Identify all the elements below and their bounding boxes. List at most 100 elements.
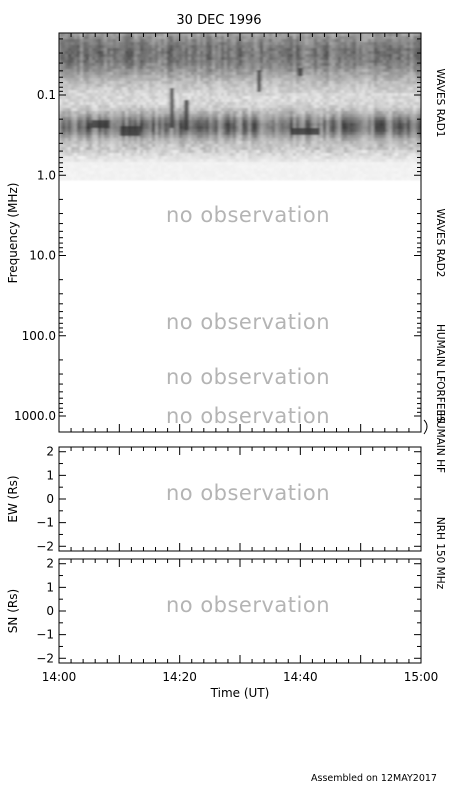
rad1-cell (101, 141, 105, 145)
rad1-cell (158, 51, 162, 55)
rad1-cell (101, 78, 105, 82)
rad1-cell (104, 162, 108, 166)
rad1-cell (335, 147, 339, 151)
rad1-cell (230, 123, 234, 127)
rad1-cell (332, 120, 336, 124)
rad1-cell (200, 96, 204, 100)
rad1-cell (329, 48, 333, 52)
rad1-cell (113, 78, 117, 82)
rad1-cell (350, 99, 354, 103)
rad1-cell (314, 156, 318, 160)
rad1-cell (332, 126, 336, 130)
rad1-cell (257, 42, 261, 46)
rad1-cell (221, 57, 225, 61)
rad1-cell (284, 54, 288, 58)
rad1-cell (158, 120, 162, 124)
rad1-cell (308, 174, 312, 178)
rad1-cell (164, 57, 168, 61)
rad1-cell (251, 102, 255, 106)
rad1-cell (221, 165, 225, 169)
rad1-cell (287, 144, 291, 148)
rad1-cell (299, 78, 303, 82)
rad1-cell (95, 45, 99, 49)
rad1-cell (116, 60, 120, 64)
rad1-cell (323, 132, 327, 136)
rad1-cell (335, 36, 339, 40)
rad1-cell (254, 96, 258, 100)
rad1-cell (119, 78, 123, 82)
rad1-cell (62, 78, 66, 82)
rad1-cell (248, 69, 252, 73)
rad1-cell (326, 105, 330, 109)
rad1-cell (194, 87, 198, 91)
rad1-cell (269, 63, 273, 67)
rad1-cell (227, 87, 231, 91)
rad1-cell (80, 42, 84, 46)
rad1-cell (359, 102, 363, 106)
rad1-cell (122, 39, 126, 43)
rad1-cell (209, 135, 213, 139)
rad1-cell (227, 126, 231, 130)
rad1-cell (308, 111, 312, 115)
rad1-cell (77, 48, 81, 52)
rad1-cell (284, 45, 288, 49)
rad1-cell (263, 135, 267, 139)
rad1-cell (353, 105, 357, 109)
rad1-cell (125, 174, 129, 178)
rad1-cell (104, 45, 108, 49)
rad1-cell (326, 147, 330, 151)
rad1-cell (347, 72, 351, 76)
rad1-cell (179, 75, 183, 79)
rad1-cell (266, 33, 270, 37)
rad1-cell (323, 45, 327, 49)
rad1-cell (335, 141, 339, 145)
rad1-cell (212, 174, 216, 178)
rad1-cell (302, 153, 306, 157)
rad1-cell (260, 51, 264, 55)
rad1-cell (89, 87, 93, 91)
rad1-cell (326, 150, 330, 154)
rad1-cell (110, 96, 114, 100)
rad1-cell (206, 141, 210, 145)
rad1-cell (86, 87, 90, 91)
rad1-cell (236, 36, 240, 40)
rad1-cell (251, 123, 255, 127)
rad1-cell (314, 99, 318, 103)
rad1-cell (74, 171, 78, 175)
rad1-cell (170, 36, 174, 40)
rad1-cell (362, 57, 366, 61)
rad1-cell (350, 66, 354, 70)
rad1-cell (188, 48, 192, 52)
rad1-cell (215, 120, 219, 124)
rad1-cell (329, 117, 333, 121)
rad1-cell (320, 138, 324, 142)
rad1-cell (212, 111, 216, 115)
rad1-cell (188, 45, 192, 49)
rad1-cell (245, 162, 249, 166)
rad1-cell (287, 171, 291, 175)
rad1-cell (353, 168, 357, 172)
rad1-cell (224, 54, 228, 58)
rad1-cell (332, 102, 336, 106)
rad1-cell (224, 63, 228, 67)
rad1-cell (140, 51, 144, 55)
rad1-cell (77, 159, 81, 163)
rad1-cell (140, 147, 144, 151)
rad1-cell (218, 120, 222, 124)
rad1-cell (191, 111, 195, 115)
rad1-cell (320, 165, 324, 169)
rad1-cell (122, 42, 126, 46)
rad1-cell (329, 105, 333, 109)
rad1-cell (245, 84, 249, 88)
rad1-cell (299, 66, 303, 70)
rad1-cell (146, 63, 150, 67)
rad1-cell (80, 117, 84, 121)
rad1-cell (191, 177, 195, 181)
rad1-cell (149, 174, 153, 178)
rad1-cell (233, 84, 237, 88)
rad1-cell (242, 171, 246, 175)
rad1-cell (209, 105, 213, 109)
rad1-cell (134, 78, 138, 82)
rad1-cell (230, 99, 234, 103)
rad1-cell (122, 96, 126, 100)
